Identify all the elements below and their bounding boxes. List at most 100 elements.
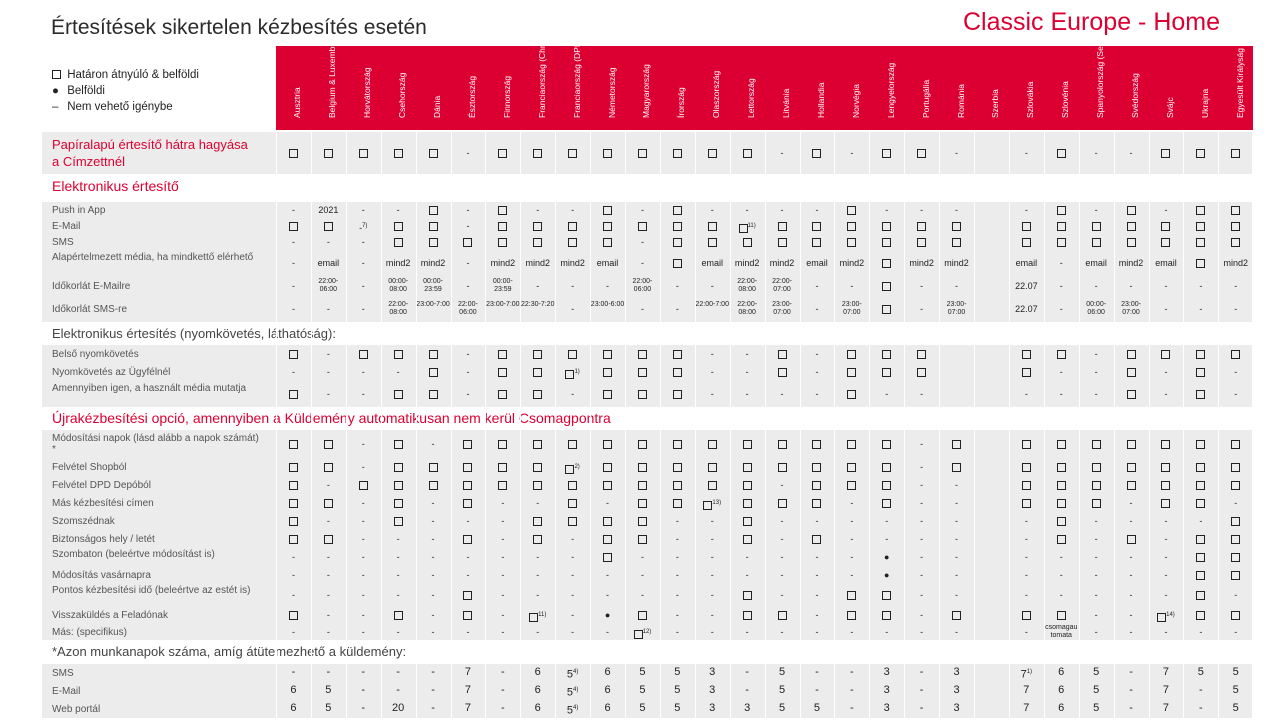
square-icon xyxy=(882,281,892,291)
table-cell: 3 xyxy=(709,701,716,714)
table-cell: - xyxy=(675,533,679,544)
country-column-header: Szerbia xyxy=(974,46,1009,130)
table-cell: - xyxy=(361,438,365,449)
square-icon xyxy=(498,439,508,449)
table-cell xyxy=(765,349,800,359)
table-cell xyxy=(1183,439,1218,449)
column-divider xyxy=(1043,130,1045,718)
square-icon xyxy=(1091,462,1101,472)
square-icon xyxy=(812,498,822,508)
country-column-header: Szlovénia xyxy=(1044,46,1079,130)
table-cell: - xyxy=(1059,551,1063,562)
table-cell: - xyxy=(815,388,819,399)
table-cell: - xyxy=(536,589,540,600)
table-cell xyxy=(416,367,451,377)
table-cell: - xyxy=(1059,366,1063,377)
row-label: Alapértelmezett média, ha mindkettő elér… xyxy=(52,252,254,263)
country-name: Ausztria xyxy=(292,87,303,118)
table-cell: mind2 xyxy=(1223,257,1248,268)
table-row: Belső nyomkövetés - - - - - - xyxy=(42,345,1252,363)
square-icon xyxy=(1231,349,1241,359)
square-icon xyxy=(1196,498,1206,508)
table-cell xyxy=(1218,349,1253,359)
notification-table: Határon átnyúló & belföldi ● Belföldi – … xyxy=(42,12,1255,718)
table-cell xyxy=(1183,258,1218,268)
table-cell xyxy=(555,349,590,359)
table-cell: - xyxy=(571,303,575,314)
row-label: SMS xyxy=(52,667,74,679)
table-cell xyxy=(660,498,695,508)
table-row: Amennyiben igen, a használt média mutatj… xyxy=(42,381,1252,407)
table-cell: 6 xyxy=(1058,665,1065,678)
table-cell xyxy=(1009,221,1044,231)
square-icon xyxy=(1231,610,1241,620)
table-cell: - xyxy=(1164,589,1168,600)
table-cell xyxy=(590,480,625,490)
table-cell xyxy=(1218,439,1253,449)
country-name: Franciaország (Chronopost) xyxy=(536,12,547,118)
square-icon xyxy=(498,349,508,359)
table-cell xyxy=(590,148,625,158)
square-icon xyxy=(777,221,787,231)
country-column-header: Finnország xyxy=(485,46,520,130)
table-cell: email xyxy=(317,257,340,268)
table-cell: 5 xyxy=(1093,665,1100,678)
square-icon xyxy=(1196,462,1206,472)
square-icon xyxy=(847,221,857,231)
table-cell: - xyxy=(361,236,365,247)
table-cell: - xyxy=(1094,204,1098,215)
table-cell: 7 xyxy=(1162,665,1169,678)
table-cell xyxy=(695,462,730,472)
table-cell xyxy=(276,349,311,359)
square-icon xyxy=(1231,148,1241,158)
square-icon xyxy=(533,439,543,449)
table-cell xyxy=(555,480,590,490)
table-cell: - xyxy=(361,280,365,291)
country-column-header: Szlovákia xyxy=(1009,46,1044,130)
square-icon xyxy=(1056,148,1066,158)
table-cell xyxy=(869,498,904,508)
square-icon xyxy=(882,480,892,490)
table-cell: - xyxy=(396,683,400,696)
table-cell: - xyxy=(1234,303,1238,314)
table-cell xyxy=(660,480,695,490)
table-cell: - xyxy=(466,388,470,399)
square-icon xyxy=(777,462,787,472)
table-cell: 5 xyxy=(325,701,332,714)
table-cell: - xyxy=(291,569,295,580)
table-cell: - xyxy=(361,665,366,678)
table-cell xyxy=(869,304,904,314)
table-cell xyxy=(1114,439,1149,449)
table-cell: 6 xyxy=(1058,701,1065,714)
square-icon xyxy=(1196,480,1206,490)
table-cell xyxy=(869,237,904,247)
country-name: Norvégia xyxy=(850,83,861,118)
row-label: Szomszédnak xyxy=(52,515,115,527)
square-icon xyxy=(463,534,473,544)
table-cell: - xyxy=(640,551,644,562)
square-icon xyxy=(1161,462,1171,472)
table-row: Szomszédnak - - - - - - - - - - - - - - - - - - xyxy=(42,512,1252,530)
table-cell xyxy=(590,516,625,526)
table-cell: - xyxy=(431,533,435,544)
square-icon xyxy=(533,462,543,472)
table-cell: - xyxy=(536,280,540,291)
table-cell xyxy=(1183,462,1218,472)
square-icon xyxy=(463,439,473,449)
table-cell xyxy=(416,148,451,158)
table-cell: - xyxy=(361,551,365,562)
table-cell xyxy=(1183,205,1218,215)
square-icon xyxy=(1021,237,1031,247)
square-icon xyxy=(742,610,752,620)
square-icon xyxy=(288,610,298,620)
row-label: Módosítási napok (lásd alább a napok szá… xyxy=(52,433,259,455)
table-cell xyxy=(695,439,730,449)
table-cell: - xyxy=(466,348,470,359)
table-cell xyxy=(1218,237,1253,247)
table-cell: email xyxy=(1085,257,1107,268)
square-icon xyxy=(672,349,682,359)
square-icon xyxy=(568,148,578,158)
table-row: Biztonságos hely / letét - - - - - - - - - - - - - - - xyxy=(42,530,1252,548)
table-cell: - xyxy=(291,257,295,268)
table-cell: - xyxy=(640,303,644,314)
